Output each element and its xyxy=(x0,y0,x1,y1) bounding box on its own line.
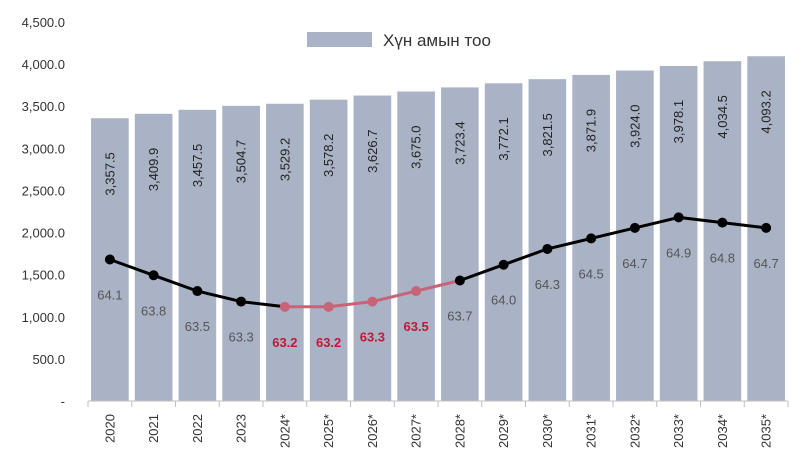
bar-value-label: 3,409.9 xyxy=(146,148,161,191)
line-path xyxy=(459,215,767,282)
line-value-label: 64.7 xyxy=(622,256,647,271)
line-point xyxy=(498,259,509,270)
line-value-label: 64.3 xyxy=(535,277,560,292)
line-point xyxy=(761,222,772,233)
bar-value-label: 3,821.5 xyxy=(540,113,555,156)
line-value-label: 64.7 xyxy=(753,256,778,271)
line-value-label: 63.5 xyxy=(185,319,210,334)
line-value-label: 63.2 xyxy=(272,335,297,350)
legend-label: Хүн амын тоо xyxy=(383,31,491,50)
line-point xyxy=(236,296,247,307)
line-value-label: 64.1 xyxy=(97,287,122,302)
x-tick-label: 2022 xyxy=(190,414,205,443)
line-value-label: 63.3 xyxy=(228,330,253,345)
y-tick-label: 4,500.0 xyxy=(22,15,65,30)
line-series xyxy=(104,212,772,312)
y-tick-label: 3,000.0 xyxy=(22,141,65,156)
line-labels: 64.1 63.8 63.5 63.3 63.2 63.2 63.3 63.5 63.7 64.0… xyxy=(97,245,779,349)
line-value-label: 63.5 xyxy=(403,319,428,334)
bar xyxy=(222,105,260,401)
bar-value-label: 3,924.0 xyxy=(627,105,642,148)
y-tick-label: 3,500.0 xyxy=(22,99,65,114)
bar xyxy=(397,91,435,401)
bar-value-label: 3,626.7 xyxy=(365,130,380,173)
line-point xyxy=(717,217,728,228)
x-axis: 2020 2021 2022 2023 2024* 2025* 2026* 2027* 2028… xyxy=(87,400,789,448)
legend: Хүн амын тоо xyxy=(307,31,491,50)
bar-value-label: 4,093.2 xyxy=(759,90,774,133)
x-tick-label: 2031* xyxy=(584,414,599,448)
bar-value-label: 3,529.2 xyxy=(277,138,292,181)
bar xyxy=(484,83,523,401)
bar xyxy=(659,65,698,402)
x-tick-label: 2035* xyxy=(759,414,774,448)
bar xyxy=(616,70,654,402)
line-point xyxy=(323,301,334,312)
x-tick-label: 2032* xyxy=(627,414,642,448)
x-tick-label: 2033* xyxy=(671,414,686,448)
line-value-label: 64.9 xyxy=(666,245,691,260)
bar-value-label: 3,772.1 xyxy=(496,117,511,160)
bar-value-label: 3,578.2 xyxy=(321,134,336,177)
bar-value-label: 4,034.5 xyxy=(715,95,730,138)
x-tick-label: 2034* xyxy=(715,414,730,448)
bar-value-label: 3,675.0 xyxy=(409,125,424,168)
x-tick-label: 2030* xyxy=(540,414,555,448)
line-point xyxy=(279,301,290,312)
bar-labels: 3,357.5 3,409.9 3,457.5 3,504.7 3,529.2 3,578… xyxy=(102,90,773,195)
bar xyxy=(178,109,217,401)
x-tick-label: 2021 xyxy=(146,414,161,443)
line-point xyxy=(673,212,684,223)
bar xyxy=(309,99,348,401)
y-tick-label: 4,000.0 xyxy=(22,57,65,72)
line-point xyxy=(629,222,640,233)
y-axis: - 500.0 1,000.0 1,500.0 2,000.0 2,500.0 3,000.… xyxy=(22,15,65,409)
bar xyxy=(266,103,304,401)
bar-value-label: 3,978.1 xyxy=(671,100,686,143)
bar xyxy=(703,61,742,401)
line-point xyxy=(148,270,159,281)
bar-value-label: 3,457.5 xyxy=(190,144,205,187)
bar-value-label: 3,357.5 xyxy=(102,152,117,195)
bar xyxy=(528,79,567,401)
line-value-label: 63.7 xyxy=(447,309,472,324)
bar xyxy=(134,113,173,402)
x-tick-label: 2026* xyxy=(365,414,380,448)
line-point xyxy=(586,233,597,244)
line-point xyxy=(411,286,422,297)
bar-value-label: 3,504.7 xyxy=(234,140,249,183)
line-value-label: 63.8 xyxy=(141,303,166,318)
x-tick-label: 2023 xyxy=(234,414,249,443)
line-point xyxy=(367,296,378,307)
bar-series xyxy=(91,56,785,402)
y-tick-label: 2,000.0 xyxy=(22,226,65,241)
bar-value-label: 3,871.9 xyxy=(584,109,599,152)
y-tick-label: 1,000.0 xyxy=(22,310,65,325)
line-value-label: 64.5 xyxy=(578,266,603,281)
line-value-label: 64.0 xyxy=(491,293,516,308)
x-tick-label: 2024* xyxy=(277,414,292,448)
line-point xyxy=(104,254,115,265)
x-tick-label: 2020 xyxy=(102,414,117,443)
x-tick-label: 2025* xyxy=(321,414,336,448)
bar-value-label: 3,723.4 xyxy=(452,121,467,164)
y-tick-label: - xyxy=(61,394,65,409)
y-tick-label: 500.0 xyxy=(32,352,65,367)
bar xyxy=(353,95,392,401)
line-point xyxy=(454,275,465,286)
y-tick-label: 2,500.0 xyxy=(22,183,65,198)
x-tick-label: 2029* xyxy=(496,414,511,448)
line-value-label: 63.3 xyxy=(360,330,385,345)
legend-swatch xyxy=(307,32,372,47)
line-point xyxy=(192,286,203,297)
bar xyxy=(441,87,479,401)
line-value-label: 63.2 xyxy=(316,335,341,350)
x-tick-label: 2027* xyxy=(409,414,424,448)
x-tick-label: 2028* xyxy=(452,414,467,448)
y-tick-label: 1,500.0 xyxy=(22,268,65,283)
line-value-label: 64.8 xyxy=(710,251,735,266)
line-point xyxy=(542,243,553,254)
